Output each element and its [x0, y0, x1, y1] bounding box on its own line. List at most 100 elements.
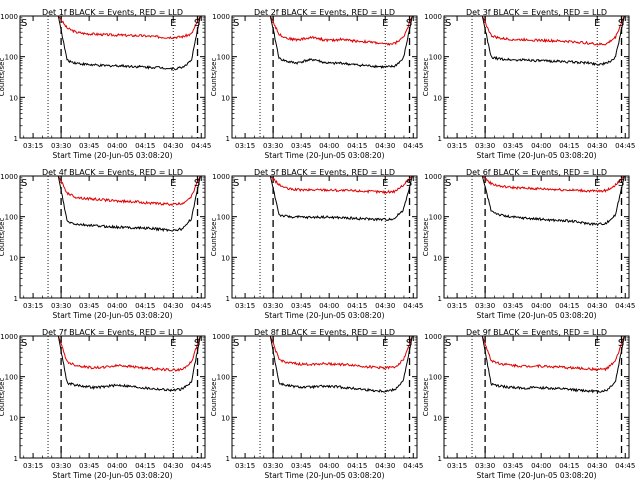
y-tick-label: 10 [433, 254, 442, 262]
series-line-lld [481, 15, 625, 46]
chart-title: Det 2f BLACK = Events, RED = LLD [254, 8, 395, 17]
y-tick-label: 1 [226, 135, 230, 143]
plot-frame [19, 175, 206, 299]
y-tick-label: 1000 [212, 13, 230, 21]
series-line-lld [57, 175, 201, 206]
x-tick-label: 03:30 [51, 142, 71, 150]
y-tick-label: 1000 [0, 333, 18, 341]
x-tick-label: 04:45 [191, 302, 211, 310]
x-tick-label: 04:15 [559, 462, 579, 470]
interval-marker-s: S [618, 338, 624, 349]
interval-marker-s: S [21, 18, 27, 29]
x-tick-label: 04:00 [319, 302, 339, 310]
x-axis-label: Start Time (20-Jun-05 03:08:20) [53, 151, 173, 160]
x-tick-label: 03:30 [475, 302, 495, 310]
x-tick-label: 03:45 [79, 142, 99, 150]
x-tick-label: 04:00 [319, 142, 339, 150]
y-tick-label: 1000 [424, 173, 442, 181]
x-tick-label: 03:15 [235, 462, 255, 470]
x-tick-label: 03:15 [23, 462, 43, 470]
interval-marker-e: E [382, 18, 388, 29]
x-tick-label: 04:00 [319, 462, 339, 470]
y-tick-label: 1 [226, 455, 230, 463]
x-tick-label: 04:45 [191, 142, 211, 150]
chart-title: Det 4f BLACK = Events, RED = LLD [42, 168, 183, 177]
y-tick-label: 1000 [424, 333, 442, 341]
x-axis-label: Start Time (20-Jun-05 03:08:20) [265, 311, 385, 320]
series-line-lld [57, 15, 201, 40]
y-tick-label: 10 [221, 94, 230, 102]
y-tick-label: 100 [217, 54, 230, 62]
interval-marker-e: E [382, 338, 388, 349]
x-tick-label: 04:15 [559, 302, 579, 310]
x-tick-label: 03:45 [79, 462, 99, 470]
interval-marker-s: S [445, 18, 451, 29]
interval-marker-s: S [233, 178, 239, 189]
plot-frame [231, 175, 418, 299]
interval-marker-s: S [194, 18, 200, 29]
x-tick-label: 04:15 [135, 142, 155, 150]
x-tick-label: 03:15 [447, 142, 467, 150]
y-tick-label: 10 [9, 414, 18, 422]
interval-marker-s: S [194, 338, 200, 349]
chart-title: Det 9f BLACK = Events, RED = LLD [466, 328, 607, 337]
interval-marker-s: S [618, 178, 624, 189]
interval-marker-e: E [170, 178, 176, 189]
x-tick-label: 03:30 [475, 142, 495, 150]
y-axis-label: Counts/sec [0, 218, 6, 257]
series-line-lld [481, 335, 625, 372]
x-tick-label: 03:45 [291, 462, 311, 470]
x-tick-label: 04:00 [107, 462, 127, 470]
series-line-events [269, 175, 413, 222]
interval-marker-e: E [382, 178, 388, 189]
y-tick-label: 1 [438, 295, 442, 303]
y-axis-label: Counts/sec [0, 58, 6, 97]
series-line-events [481, 15, 625, 67]
plot-frame [443, 335, 630, 459]
x-tick-label: 04:00 [531, 302, 551, 310]
plot-frame [19, 335, 206, 459]
x-tick-label: 03:30 [51, 302, 71, 310]
interval-marker-s: S [194, 178, 200, 189]
series-line-events [481, 335, 625, 395]
y-axis-label: Counts/sec [422, 378, 430, 417]
chart-panel-8: Det 8f BLACK = Events, RED = LLD 1 10 100 10… [210, 328, 423, 480]
y-axis-label: Counts/sec [422, 218, 430, 257]
y-tick-label: 100 [5, 214, 18, 222]
x-axis-label: Start Time (20-Jun-05 03:08:20) [53, 471, 173, 480]
x-tick-label: 04:15 [135, 462, 155, 470]
series-line-lld [481, 175, 625, 193]
x-tick-label: 03:30 [263, 302, 283, 310]
series-line-events [269, 15, 413, 69]
x-axis-label: Start Time (20-Jun-05 03:08:20) [265, 151, 385, 160]
x-tick-label: 04:15 [559, 142, 579, 150]
y-tick-label: 10 [433, 414, 442, 422]
x-tick-label: 03:45 [503, 142, 523, 150]
chart-panel-2: Det 2f BLACK = Events, RED = LLD 1 10 100 10… [210, 8, 423, 160]
series-line-lld [57, 335, 201, 372]
x-tick-label: 03:15 [23, 302, 43, 310]
interval-marker-s: S [618, 18, 624, 29]
series-line-events [481, 175, 625, 227]
x-tick-label: 04:00 [107, 142, 127, 150]
x-tick-label: 04:45 [615, 302, 635, 310]
interval-marker-s: S [445, 178, 451, 189]
x-tick-label: 04:30 [375, 142, 395, 150]
y-axis-label: Counts/sec [422, 58, 430, 97]
y-tick-label: 100 [5, 374, 18, 382]
interval-marker-e: E [170, 338, 176, 349]
y-axis-label: Counts/sec [210, 378, 218, 417]
x-tick-label: 03:15 [235, 302, 255, 310]
y-tick-label: 100 [5, 54, 18, 62]
x-tick-label: 04:45 [615, 462, 635, 470]
chart-title: Det 8f BLACK = Events, RED = LLD [254, 328, 395, 337]
x-axis-label: Start Time (20-Jun-05 03:08:20) [265, 471, 385, 480]
chart-title: Det 1f BLACK = Events, RED = LLD [42, 8, 183, 17]
interval-marker-s: S [406, 18, 412, 29]
series-line-events [57, 15, 201, 72]
x-tick-label: 03:30 [263, 142, 283, 150]
y-tick-label: 10 [9, 254, 18, 262]
x-axis-label: Start Time (20-Jun-05 03:08:20) [477, 311, 597, 320]
plot-frame [19, 15, 206, 139]
